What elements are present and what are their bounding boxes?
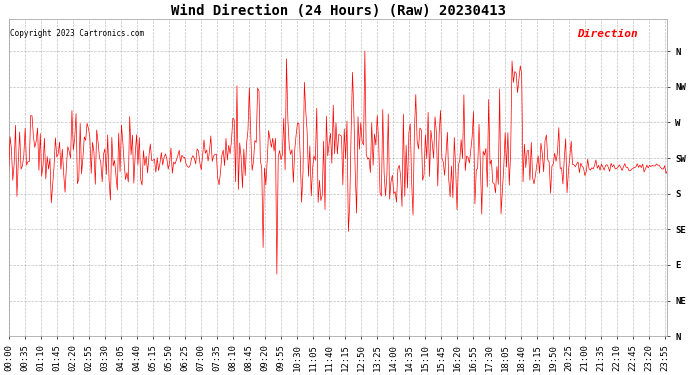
Title: Wind Direction (24 Hours) (Raw) 20230413: Wind Direction (24 Hours) (Raw) 20230413 (170, 4, 506, 18)
Text: Direction: Direction (577, 29, 638, 39)
Text: Copyright 2023 Cartronics.com: Copyright 2023 Cartronics.com (10, 29, 144, 38)
